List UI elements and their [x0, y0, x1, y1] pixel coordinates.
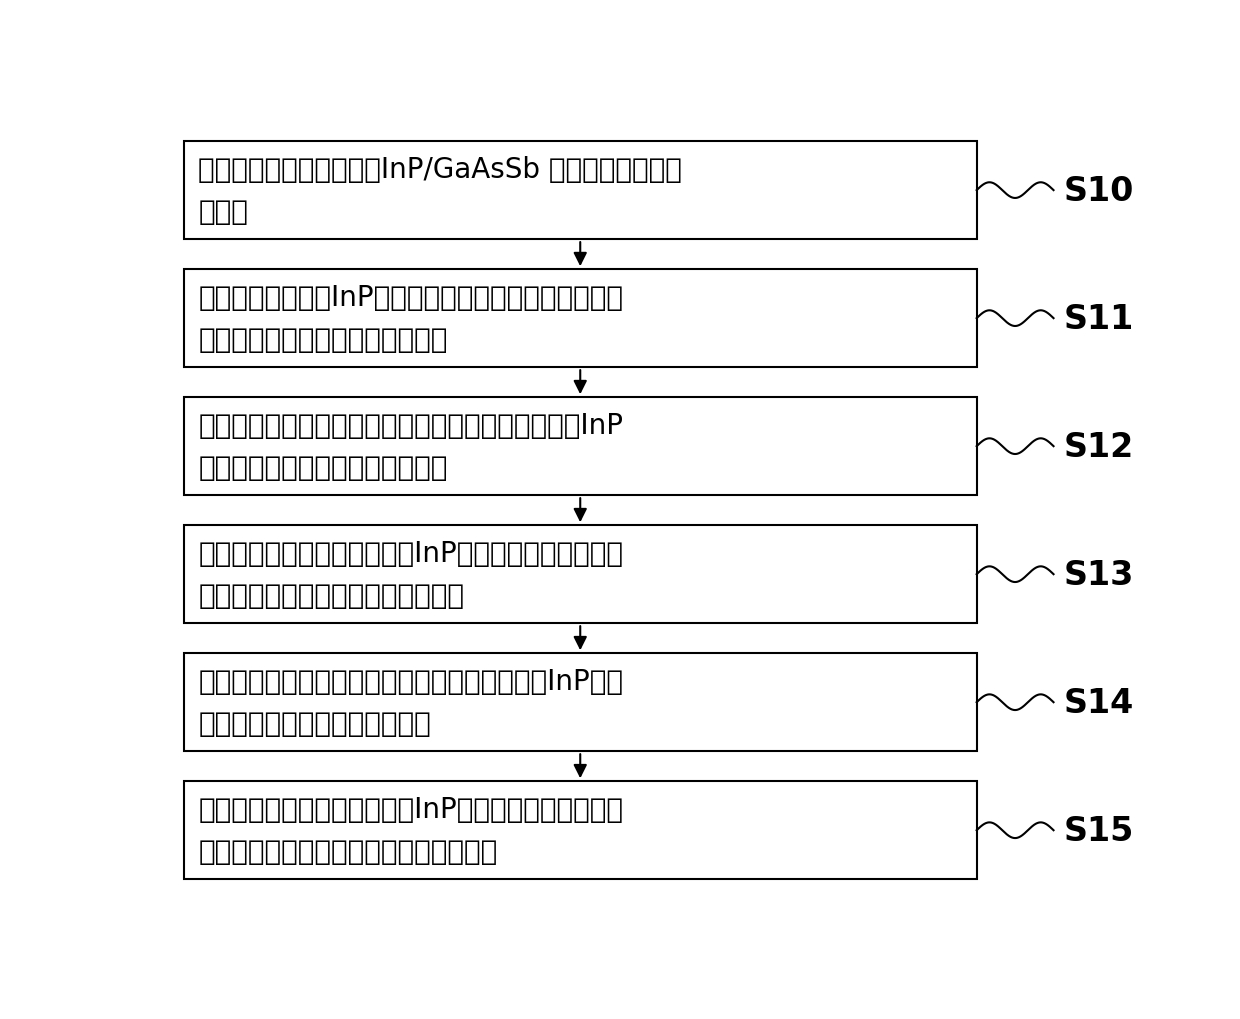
Text: 使用深紫外光源对露出的所述InP基异质结双极晶体管的
集电极外延层进行光刻，形成集电极电极: 使用深紫外光源对露出的所述InP基异质结双极晶体管的 集电极外延层进行光刻，形成…	[198, 795, 624, 865]
Text: S13: S13	[1063, 558, 1133, 591]
Text: 使用深紫外光源对InP基异质结双极晶体管表面的发射极
外延层进行光刻，形成发射极电极: 使用深紫外光源对InP基异质结双极晶体管表面的发射极 外延层进行光刻，形成发射极…	[198, 283, 624, 354]
Bar	[184, 142, 977, 240]
Bar	[184, 653, 977, 752]
Text: 使用分子束外延法生长出InP/GaAsSb 的异质结双极晶体
管结构: 使用分子束外延法生长出InP/GaAsSb 的异质结双极晶体 管结构	[198, 156, 682, 226]
Bar	[184, 526, 977, 624]
Text: S14: S14	[1063, 686, 1133, 719]
Bar	[184, 782, 977, 879]
Text: S15: S15	[1063, 814, 1133, 847]
Text: 腐蚀含有所述发射极电极的发射极外延层，露出所述InP
基异质结双极晶体管的基极外延层: 腐蚀含有所述发射极电极的发射极外延层，露出所述InP 基异质结双极晶体管的基极外…	[198, 412, 624, 482]
Text: S11: S11	[1063, 303, 1133, 335]
Bar	[184, 270, 977, 368]
Text: 使用深紫外光源对露出的所述InP基异质结双极晶体管的
基极外延层进行光刻，形成基极电极: 使用深紫外光源对露出的所述InP基异质结双极晶体管的 基极外延层进行光刻，形成基…	[198, 539, 624, 609]
Bar	[184, 397, 977, 496]
Text: S10: S10	[1063, 174, 1133, 208]
Text: S12: S12	[1063, 430, 1133, 464]
Text: 腐蚀含有所述基极电极的基极外延层，露出所述InP基异
质结双极晶体管的集电极外延层: 腐蚀含有所述基极电极的基极外延层，露出所述InP基异 质结双极晶体管的集电极外延…	[198, 667, 624, 738]
